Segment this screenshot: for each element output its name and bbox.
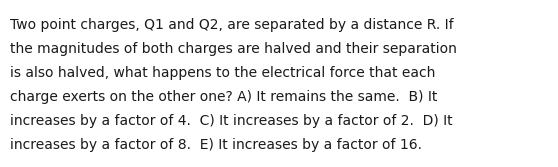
Text: charge exerts on the other one? A) It remains the same.  B) It: charge exerts on the other one? A) It re… [10,90,437,104]
Text: is also halved, what happens to the electrical force that each: is also halved, what happens to the elec… [10,66,435,80]
Text: increases by a factor of 8.  E) It increases by a factor of 16.: increases by a factor of 8. E) It increa… [10,138,422,152]
Text: the magnitudes of both charges are halved and their separation: the magnitudes of both charges are halve… [10,42,457,56]
Text: Two point charges, Q1 and Q2, are separated by a distance R. If: Two point charges, Q1 and Q2, are separa… [10,18,454,32]
Text: increases by a factor of 4.  C) It increases by a factor of 2.  D) It: increases by a factor of 4. C) It increa… [10,114,453,128]
